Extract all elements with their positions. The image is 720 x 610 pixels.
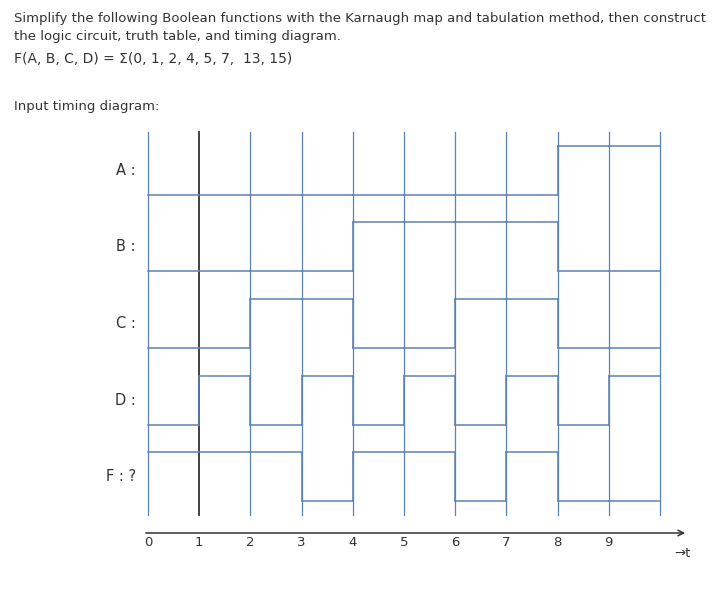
Text: 4: 4: [348, 536, 357, 549]
Text: 7: 7: [502, 536, 510, 549]
Text: 8: 8: [554, 536, 562, 549]
Text: B :: B :: [117, 239, 136, 254]
Text: F : ?: F : ?: [106, 469, 136, 484]
Text: 1: 1: [195, 536, 204, 549]
Text: 6: 6: [451, 536, 459, 549]
Text: 3: 3: [297, 536, 306, 549]
Text: C :: C :: [116, 316, 136, 331]
Text: →t: →t: [674, 547, 690, 560]
Text: Input timing diagram:: Input timing diagram:: [14, 100, 159, 113]
Text: D :: D :: [115, 393, 136, 407]
Text: 2: 2: [246, 536, 255, 549]
Text: F(A, B, C, D) = Σ(0, 1, 2, 4, 5, 7,  13, 15): F(A, B, C, D) = Σ(0, 1, 2, 4, 5, 7, 13, …: [14, 52, 292, 66]
Text: 0: 0: [144, 536, 152, 549]
Text: Simplify the following Boolean functions with the Karnaugh map and tabulation me: Simplify the following Boolean functions…: [14, 12, 706, 43]
Text: A :: A :: [117, 163, 136, 178]
Text: 9: 9: [605, 536, 613, 549]
Text: 5: 5: [400, 536, 408, 549]
